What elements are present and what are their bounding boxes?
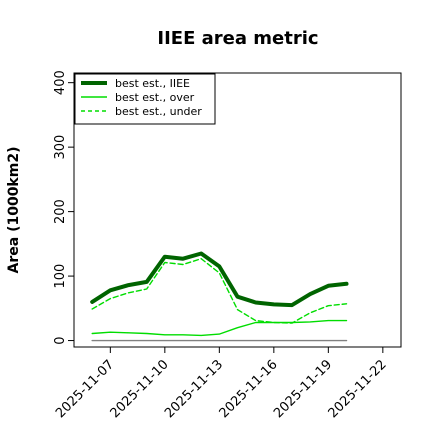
x-tick-label: 2025-11-22 — [326, 357, 390, 421]
series-line-best-est-over — [91, 319, 348, 337]
series-line-best-est-under — [91, 258, 348, 324]
legend-label: best est., IIEE — [115, 77, 190, 90]
legend-label: best est., over — [115, 91, 195, 104]
y-tick-label: 200 — [53, 199, 68, 224]
y-tick-label: 300 — [53, 135, 68, 160]
legend-label: best est., under — [115, 105, 202, 118]
chart-title: IIEE area metric — [157, 28, 318, 49]
series-line-best-est-iiee — [90, 251, 349, 308]
y-tick-label: 0 — [53, 336, 68, 344]
y-axis-label: Area (1000km2) — [6, 147, 22, 274]
y-tick-label: 100 — [53, 264, 68, 289]
series-lines — [90, 251, 349, 342]
y-tick-label: 400 — [53, 70, 68, 95]
x-axis-ticks: 2025-11-072025-11-102025-11-132025-11-16… — [53, 347, 390, 421]
plot-frame — [73, 72, 402, 348]
y-axis-ticks: 0 100 200 300 400 — [53, 70, 74, 345]
